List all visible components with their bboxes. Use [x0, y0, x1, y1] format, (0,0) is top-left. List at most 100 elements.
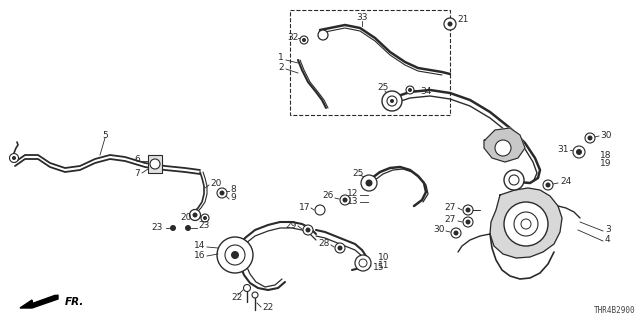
Text: THR4B2900: THR4B2900	[593, 306, 635, 315]
Text: 17: 17	[298, 203, 310, 212]
Circle shape	[465, 220, 470, 225]
Text: 30: 30	[433, 226, 445, 235]
Circle shape	[302, 38, 306, 42]
Circle shape	[387, 96, 397, 106]
Circle shape	[390, 99, 394, 103]
Circle shape	[504, 170, 524, 190]
Text: 23: 23	[198, 220, 209, 229]
Text: 10: 10	[378, 252, 390, 261]
Text: 28: 28	[319, 239, 330, 249]
Circle shape	[225, 245, 245, 265]
Circle shape	[406, 86, 414, 94]
Circle shape	[573, 146, 585, 158]
Text: 12: 12	[347, 188, 358, 197]
Text: 26: 26	[323, 191, 334, 201]
Circle shape	[447, 21, 452, 27]
Text: 9: 9	[230, 194, 236, 203]
Text: 14: 14	[194, 242, 205, 251]
Text: 3: 3	[605, 226, 611, 235]
Circle shape	[495, 140, 511, 156]
Circle shape	[217, 237, 253, 273]
Text: 20: 20	[210, 179, 221, 188]
Text: 7: 7	[134, 169, 140, 178]
Circle shape	[150, 159, 160, 169]
Bar	[290, 10, 450, 115]
Text: 19: 19	[600, 158, 611, 167]
Circle shape	[382, 91, 402, 111]
Text: 15: 15	[373, 263, 385, 273]
Circle shape	[185, 225, 191, 231]
Circle shape	[342, 197, 348, 203]
Circle shape	[545, 182, 550, 188]
Circle shape	[585, 133, 595, 143]
Text: 30: 30	[600, 132, 611, 140]
Text: 34: 34	[420, 87, 431, 97]
Text: 22: 22	[262, 303, 273, 313]
Circle shape	[521, 219, 531, 229]
Text: 33: 33	[356, 13, 368, 22]
Circle shape	[543, 180, 553, 190]
Circle shape	[203, 216, 207, 220]
Circle shape	[189, 210, 200, 220]
Text: 29: 29	[285, 220, 297, 229]
Circle shape	[252, 292, 258, 298]
Text: 20: 20	[180, 212, 192, 221]
Circle shape	[340, 195, 350, 205]
Text: 5: 5	[102, 131, 108, 140]
Circle shape	[201, 214, 209, 222]
Circle shape	[231, 251, 239, 259]
Text: 4: 4	[605, 236, 611, 244]
Text: 22: 22	[232, 293, 243, 302]
Circle shape	[170, 225, 176, 231]
Text: 16: 16	[193, 252, 205, 260]
Circle shape	[365, 180, 372, 187]
Text: 8: 8	[230, 186, 236, 195]
Text: 6: 6	[134, 156, 140, 164]
Circle shape	[315, 205, 325, 215]
Circle shape	[337, 245, 342, 251]
Circle shape	[463, 217, 473, 227]
Text: 31: 31	[557, 146, 569, 155]
Text: 11: 11	[378, 260, 390, 269]
Circle shape	[588, 135, 593, 140]
Circle shape	[408, 88, 412, 92]
Text: 23: 23	[152, 223, 163, 233]
Circle shape	[451, 228, 461, 238]
Text: 32: 32	[287, 34, 299, 43]
Circle shape	[335, 243, 345, 253]
Circle shape	[463, 205, 473, 215]
Text: 25: 25	[352, 169, 364, 178]
Circle shape	[514, 212, 538, 236]
Text: 27: 27	[445, 215, 456, 225]
Text: 21: 21	[457, 15, 468, 25]
Text: 25: 25	[378, 84, 388, 92]
Circle shape	[303, 225, 313, 235]
Circle shape	[220, 190, 225, 196]
Circle shape	[193, 212, 198, 218]
Text: 24: 24	[560, 178, 572, 187]
Circle shape	[444, 18, 456, 30]
Circle shape	[355, 255, 371, 271]
Circle shape	[509, 175, 519, 185]
Text: FR.: FR.	[65, 297, 84, 307]
Circle shape	[217, 188, 227, 198]
Circle shape	[454, 230, 458, 236]
Text: 13: 13	[346, 196, 358, 205]
Text: 1: 1	[278, 53, 284, 62]
Circle shape	[318, 30, 328, 40]
Circle shape	[504, 202, 548, 246]
Circle shape	[359, 259, 367, 267]
Circle shape	[12, 156, 16, 160]
Polygon shape	[20, 295, 58, 308]
Circle shape	[465, 207, 470, 212]
Bar	[148, 155, 162, 173]
Circle shape	[243, 284, 250, 292]
Circle shape	[305, 228, 310, 233]
Circle shape	[361, 175, 377, 191]
Text: 18: 18	[600, 150, 611, 159]
Polygon shape	[484, 128, 525, 162]
Text: 27: 27	[445, 203, 456, 212]
Text: 2: 2	[278, 63, 284, 73]
Circle shape	[576, 149, 582, 155]
Polygon shape	[490, 188, 562, 258]
